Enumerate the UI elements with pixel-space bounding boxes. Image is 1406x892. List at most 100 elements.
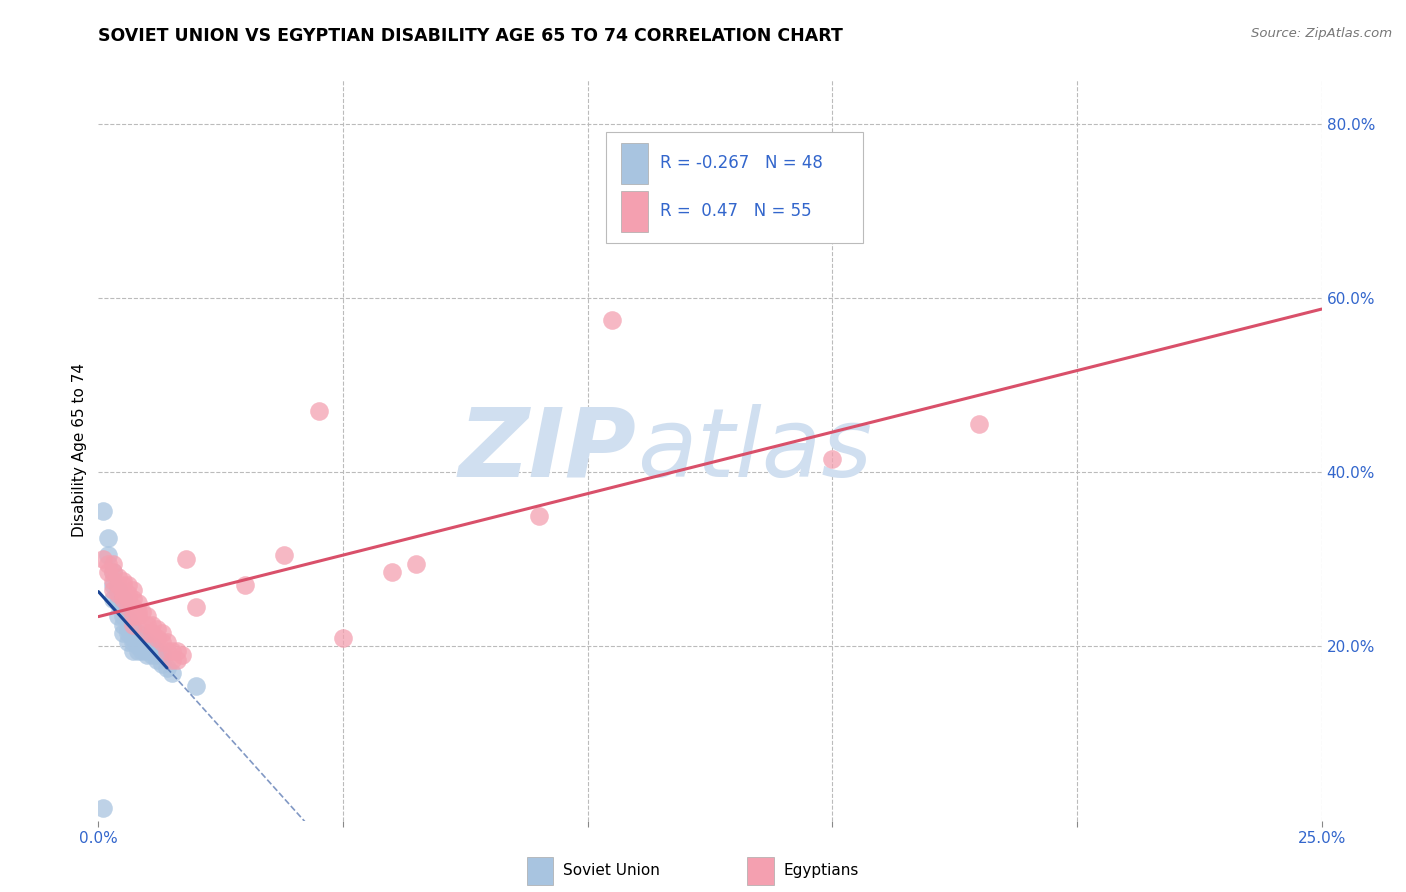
Bar [620,192,648,232]
Point [101,582,124,597]
Point [141,644,163,658]
Text: Source: ZipAtlas.com: Source: ZipAtlas.com [1251,27,1392,40]
Point [107,596,129,610]
Point [127,631,149,645]
Point [117,578,139,592]
Point [97,566,120,580]
Point [273,548,295,562]
Point [136,644,159,658]
Point [131,640,153,654]
Point [121,631,143,645]
Point [136,635,159,649]
Point [136,626,159,640]
Point [97,548,120,562]
Point [967,417,990,432]
Point [91,504,114,518]
Point [150,648,173,662]
Text: atlas: atlas [637,404,872,497]
Text: R =  0.47   N = 55: R = 0.47 N = 55 [659,202,811,220]
Point [600,313,623,327]
Point [141,626,163,640]
Point [308,404,330,418]
Point [136,640,159,654]
Point [527,508,550,523]
Point [332,631,354,645]
Point [381,566,404,580]
Point [111,574,134,588]
Text: Soviet Union: Soviet Union [564,863,661,879]
Point [121,626,143,640]
Point [150,657,173,671]
Point [117,626,139,640]
Point [101,574,124,588]
Point [121,617,143,632]
Point [127,635,149,649]
Point [117,635,139,649]
Point [136,617,159,632]
Point [127,605,149,619]
Point [186,679,208,693]
Bar [526,857,554,885]
Point [107,582,129,597]
Point [186,600,208,615]
Point [127,644,149,658]
Bar [606,132,863,244]
Point [166,644,188,658]
Point [121,609,143,624]
Point [821,452,844,467]
Point [127,609,149,624]
Point [141,617,163,632]
Point [107,578,129,592]
Point [107,587,129,601]
Point [131,644,153,658]
Point [121,582,143,597]
Point [121,622,143,636]
Point [101,591,124,606]
Point [111,587,134,601]
Point [121,635,143,649]
Point [117,587,139,601]
Point [117,613,139,627]
Point [117,591,139,606]
Point [111,591,134,606]
Point [160,644,183,658]
Point [127,626,149,640]
Y-axis label: Disability Age 65 to 74: Disability Age 65 to 74 [72,363,87,538]
Point [107,570,129,584]
Point [150,626,173,640]
Point [131,631,153,645]
Point [121,600,143,615]
Point [111,578,134,592]
Point [91,552,114,566]
Point [136,609,159,624]
Point [107,609,129,624]
Point [156,661,179,675]
Point [121,644,143,658]
Point [233,578,256,592]
Point [136,648,159,662]
Bar [747,857,773,885]
Point [131,635,153,649]
Point [101,578,124,592]
Point [141,648,163,662]
Point [111,617,134,632]
Point [170,648,193,662]
Point [146,631,169,645]
Point [127,596,149,610]
Point [101,566,124,580]
Point [146,622,169,636]
Point [146,644,169,658]
Point [141,640,163,654]
Point [150,635,173,649]
Point [405,557,427,571]
Text: Egyptians: Egyptians [783,863,859,879]
Point [117,622,139,636]
Point [111,591,134,606]
Point [160,652,183,666]
Text: R = -0.267   N = 48: R = -0.267 N = 48 [659,154,823,172]
Text: SOVIET UNION VS EGYPTIAN DISABILITY AGE 65 TO 74 CORRELATION CHART: SOVIET UNION VS EGYPTIAN DISABILITY AGE … [98,27,844,45]
Point [91,800,114,814]
Point [160,665,183,680]
Point [117,600,139,615]
Point [121,591,143,606]
